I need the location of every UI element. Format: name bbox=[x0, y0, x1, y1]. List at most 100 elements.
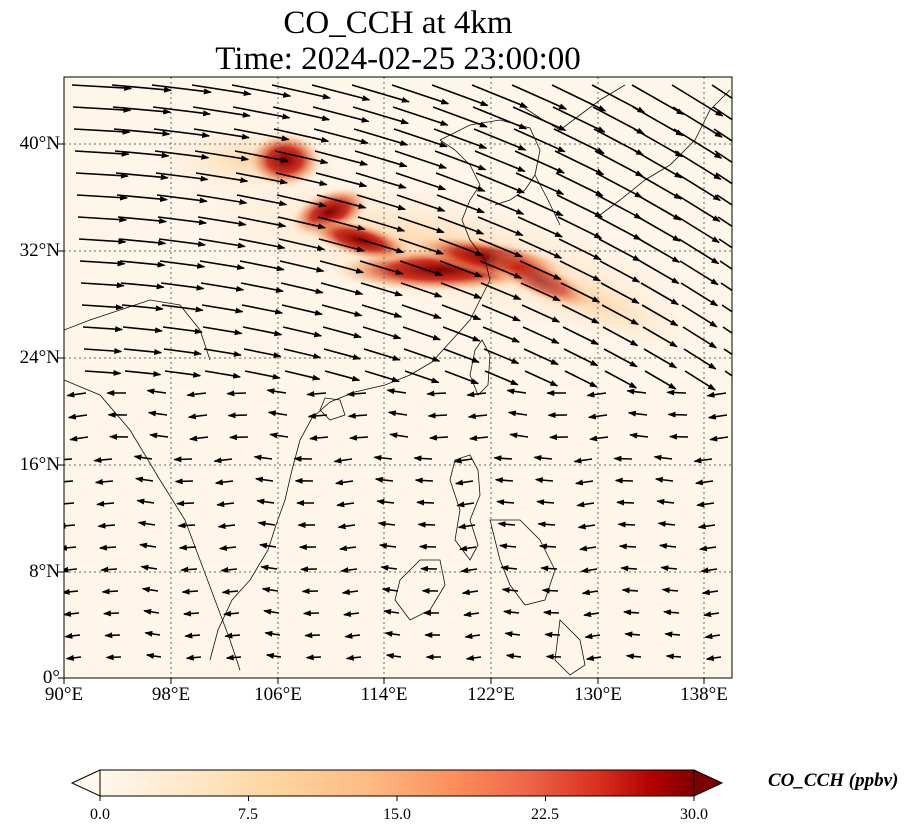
wind-arrow bbox=[81, 304, 124, 311]
wind-arrow bbox=[506, 388, 527, 395]
wind-arrow bbox=[319, 260, 365, 274]
wind-arrow bbox=[214, 479, 234, 486]
wind-arrow bbox=[536, 499, 555, 506]
wind-arrow bbox=[64, 544, 77, 551]
wind-arrow bbox=[555, 172, 604, 197]
wind-arrow bbox=[184, 632, 201, 639]
wind-arrow bbox=[616, 499, 635, 506]
wind-arrow bbox=[482, 326, 521, 343]
wind-arrow bbox=[515, 172, 565, 196]
wind-arrow bbox=[313, 128, 369, 145]
wind-arrow bbox=[195, 172, 249, 184]
wind-arrow bbox=[417, 521, 436, 528]
wind-arrow bbox=[387, 410, 408, 417]
wind-arrow bbox=[280, 282, 324, 295]
wind-arrow bbox=[105, 654, 122, 661]
wind-arrow bbox=[456, 501, 475, 508]
wind-arrow bbox=[478, 238, 523, 258]
wind-arrow bbox=[654, 476, 674, 483]
wind-arrow bbox=[341, 589, 359, 596]
wind-arrow bbox=[713, 128, 732, 142]
wind-arrow bbox=[309, 435, 329, 442]
colorbar-tick-label: 7.5 bbox=[238, 806, 258, 823]
wind-arrow bbox=[574, 479, 594, 486]
wind-arrow bbox=[675, 172, 722, 202]
wind-arrow bbox=[374, 476, 394, 483]
wind-arrow bbox=[238, 238, 286, 250]
wind-arrow bbox=[174, 478, 194, 485]
colorbar-tick-label: 30.0 bbox=[680, 806, 708, 823]
wind-arrow bbox=[324, 370, 361, 382]
wind-arrow bbox=[394, 150, 448, 169]
wind-arrow bbox=[336, 501, 355, 508]
wind-arrow bbox=[349, 434, 369, 441]
wind-arrow bbox=[505, 653, 522, 660]
wind-arrow bbox=[112, 106, 172, 115]
wind-arrow bbox=[620, 565, 638, 572]
wind-arrow bbox=[613, 455, 633, 462]
wind-arrow bbox=[653, 454, 673, 461]
wind-arrow bbox=[632, 106, 684, 137]
wind-arrow bbox=[636, 194, 682, 221]
wind-arrow bbox=[356, 194, 407, 211]
wind-arrow bbox=[391, 84, 450, 105]
wind-arrow bbox=[284, 370, 321, 381]
wind-arrow bbox=[351, 84, 410, 103]
wind-arrow bbox=[718, 238, 732, 249]
wind-arrow bbox=[466, 391, 487, 398]
wind-arrow bbox=[283, 348, 322, 359]
lat-tick-label: 16°N bbox=[19, 454, 60, 475]
wind-arrow bbox=[637, 216, 681, 242]
wind-arrow bbox=[644, 370, 677, 390]
wind-arrow bbox=[513, 128, 566, 153]
wind-arrow bbox=[537, 521, 556, 528]
wind-arrow bbox=[64, 610, 80, 617]
wind-arrow bbox=[153, 128, 211, 139]
wind-arrow bbox=[602, 326, 639, 347]
wind-arrow bbox=[281, 304, 323, 316]
wind-arrow bbox=[306, 391, 327, 397]
wind-arrow bbox=[496, 499, 515, 506]
wind-arrow bbox=[352, 106, 410, 125]
wind-arrow bbox=[521, 304, 561, 323]
wind-arrow bbox=[264, 630, 281, 637]
wind-arrow bbox=[576, 501, 595, 508]
wind-arrow bbox=[666, 389, 687, 396]
wind-arrow bbox=[321, 304, 363, 317]
lon-tick-label: 138°E bbox=[680, 684, 728, 705]
wind-arrow bbox=[639, 260, 680, 285]
wind-arrow bbox=[597, 216, 642, 241]
wind-arrow bbox=[216, 501, 235, 508]
wind-arrow bbox=[353, 128, 409, 146]
wind-arrow bbox=[136, 498, 155, 505]
wind-arrow bbox=[124, 370, 162, 377]
wind-arrow bbox=[69, 435, 89, 442]
wind-arrow bbox=[680, 282, 719, 307]
wind-arrow bbox=[198, 238, 246, 249]
wind-arrow bbox=[558, 238, 602, 261]
wind-arrow bbox=[123, 348, 163, 355]
wind-arrow bbox=[471, 84, 528, 109]
wind-arrow bbox=[476, 194, 525, 215]
wind-arrow bbox=[436, 194, 485, 214]
wind-arrow bbox=[231, 84, 292, 98]
wind-arrow bbox=[334, 479, 354, 486]
wind-arrow bbox=[660, 565, 678, 572]
wind-arrow bbox=[467, 413, 488, 420]
wind-arrow bbox=[395, 172, 447, 191]
wind-arrow bbox=[140, 564, 158, 571]
wind-arrow bbox=[97, 522, 116, 529]
wind-arrow bbox=[494, 477, 514, 484]
wind-arrow bbox=[429, 434, 449, 441]
wind-arrow bbox=[585, 655, 602, 662]
wind-arrow bbox=[472, 106, 528, 130]
wind-arrow bbox=[465, 654, 482, 661]
wind-arrow bbox=[701, 589, 719, 596]
wind-arrow bbox=[234, 150, 289, 163]
wind-arrow bbox=[314, 150, 369, 166]
wind-arrow bbox=[617, 521, 636, 528]
wind-arrow bbox=[426, 390, 447, 397]
wind-arrow bbox=[704, 633, 721, 640]
lon-tick-label: 90°E bbox=[44, 684, 84, 705]
wind-arrow bbox=[697, 523, 716, 530]
